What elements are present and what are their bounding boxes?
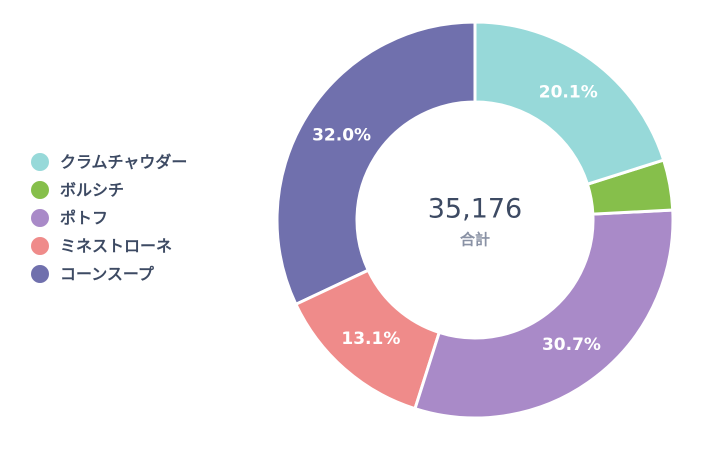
legend-marker (31, 237, 49, 255)
legend-text: ミネストローネ (60, 237, 172, 256)
legend-marker (31, 181, 49, 199)
legend-text: ボルシチ (60, 181, 124, 200)
slice (585, 158, 675, 216)
legend-text: クラムチャウダー (60, 153, 187, 172)
slice (275, 20, 477, 307)
legend-marker (31, 153, 49, 171)
slice (293, 268, 442, 411)
slice-label: 13.1% (341, 329, 400, 349)
slice-label: 32.0% (312, 125, 371, 145)
slice (473, 20, 666, 187)
slice (413, 208, 675, 420)
slice-label: 20.1% (539, 82, 598, 102)
legend-text: コーンスープ (60, 265, 155, 284)
legend-marker (31, 265, 49, 283)
total: 35,176 (428, 194, 522, 225)
slice-label: 30.7% (542, 335, 601, 355)
legend-marker (31, 209, 49, 227)
center-label: 合計 (459, 231, 490, 249)
legend-text: ポトフ (60, 209, 108, 228)
